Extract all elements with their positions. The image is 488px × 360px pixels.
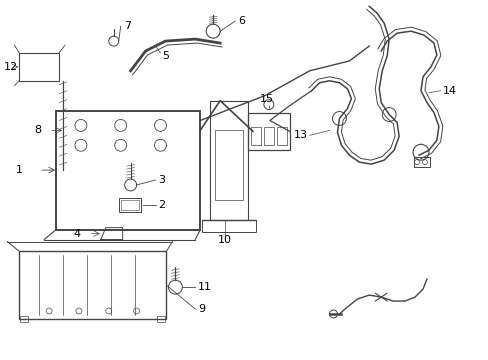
Text: 12: 12 — [3, 62, 18, 72]
Bar — [20, 316, 28, 322]
Bar — [215, 130, 243, 200]
Text: 5: 5 — [162, 51, 169, 61]
Bar — [56, 111, 200, 230]
Text: 4: 4 — [73, 229, 80, 239]
Bar — [157, 316, 165, 322]
Text: 6: 6 — [238, 16, 244, 26]
Bar — [119, 198, 141, 212]
Bar — [19, 251, 166, 319]
Bar — [250, 127, 261, 145]
Text: 14: 14 — [442, 86, 456, 96]
Text: 15: 15 — [260, 94, 273, 104]
Bar — [276, 127, 286, 145]
Bar — [210, 100, 247, 220]
Bar — [264, 127, 273, 145]
Text: 13: 13 — [293, 130, 307, 140]
Bar — [413, 157, 429, 167]
Text: 2: 2 — [158, 200, 165, 210]
Text: 11: 11 — [198, 282, 212, 292]
Bar — [121, 200, 138, 210]
Text: 10: 10 — [218, 234, 232, 244]
Text: 7: 7 — [123, 21, 131, 31]
Text: 3: 3 — [158, 175, 165, 185]
Text: 1: 1 — [16, 165, 23, 175]
Bar — [247, 113, 289, 150]
Text: 8: 8 — [34, 125, 41, 135]
Text: 9: 9 — [198, 304, 205, 314]
Bar — [202, 220, 255, 231]
Bar — [19, 53, 59, 81]
